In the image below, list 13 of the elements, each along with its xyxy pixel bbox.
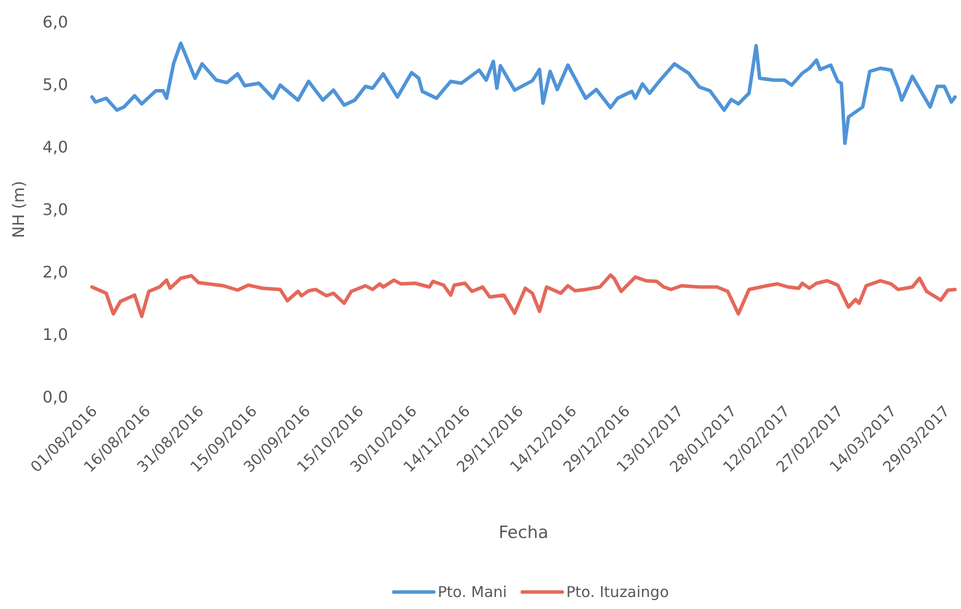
line-series xyxy=(90,42,957,145)
line-series xyxy=(90,273,957,318)
y-tick-label: 4,0 xyxy=(42,138,68,157)
legend-label: Pto. Ituzaingo xyxy=(566,583,669,601)
y-tick-label: 6,0 xyxy=(42,12,68,32)
y-tick-label: 0,0 xyxy=(42,388,68,407)
legend-label: Pto. Mani xyxy=(438,583,507,601)
x-axis-title: Fecha xyxy=(498,523,548,543)
y-tick-label: 2,0 xyxy=(42,262,68,282)
y-tick-label: 5,0 xyxy=(42,75,68,94)
y-tick-label: 1,0 xyxy=(42,325,68,344)
y-axis-title: NH (m) xyxy=(9,180,28,238)
y-tick-label: 3,0 xyxy=(42,200,68,220)
